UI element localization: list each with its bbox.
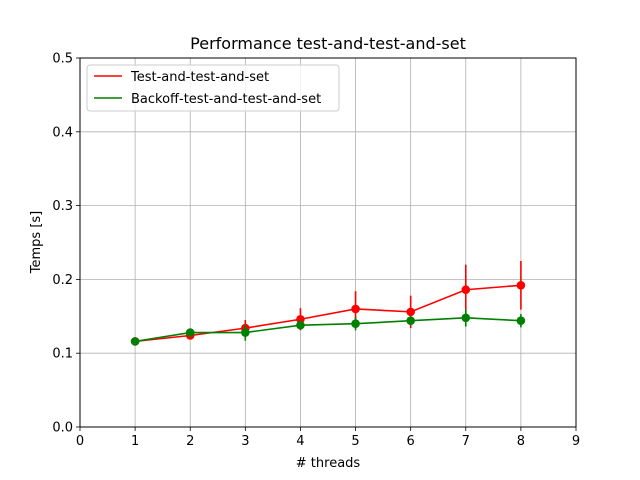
y-tick-label: 0.0 — [52, 421, 73, 436]
y-axis-label: Temps [s] — [29, 211, 44, 274]
x-tick-label: 1 — [131, 434, 139, 449]
data-point-backoff-test-and-test-and-set — [406, 316, 415, 326]
x-tick-label: 2 — [186, 434, 194, 449]
legend-label-backoff-test-and-test-and-set: Backoff-test-and-test-and-set — [131, 92, 321, 107]
data-point-backoff-test-and-test-and-set — [516, 316, 526, 326]
y-tick-label: 0.1 — [52, 347, 73, 362]
x-tick-label: 6 — [407, 434, 415, 449]
x-axis-label: # threads — [296, 456, 361, 471]
data-point-backoff-test-and-test-and-set — [185, 328, 195, 337]
x-tick-label: 3 — [241, 434, 249, 449]
data-point-test-and-test-and-set — [461, 285, 471, 295]
data-point-backoff-test-and-test-and-set — [130, 337, 140, 346]
series-line-test-and-test-and-set — [135, 284, 521, 343]
x-tick-label: 7 — [462, 434, 470, 449]
x-tick-label: 0 — [76, 434, 84, 449]
y-tick-label: 0.2 — [52, 273, 73, 288]
ticks: 0 1 2 3 4 5 6 7 8 9 0.0 0.1 0.2 0.3 0.4 0.5 — [52, 52, 580, 450]
series-layer — [130, 260, 526, 346]
chart-title: Performance test-and-test-and-set — [190, 34, 466, 53]
x-tick-label: 4 — [296, 434, 304, 449]
data-point-backoff-test-and-test-and-set — [461, 313, 471, 323]
legend-label-test-and-test-and-set: Test-and-test-and-set — [130, 70, 269, 85]
x-tick-label: 5 — [351, 434, 359, 449]
data-point-test-and-test-and-set — [351, 304, 360, 314]
data-point-test-and-test-and-set — [406, 307, 415, 317]
data-point-backoff-test-and-test-and-set — [296, 320, 305, 330]
plot-frame — [79, 57, 577, 428]
data-point-test-and-test-and-set — [516, 281, 526, 290]
data-point-backoff-test-and-test-and-set — [241, 328, 250, 337]
data-point-backoff-test-and-test-and-set — [351, 319, 360, 328]
y-tick-label: 0.4 — [52, 125, 73, 140]
data-point-test-and-test-and-set — [296, 314, 305, 324]
legend-box — [86, 64, 340, 112]
y-tick-label: 0.5 — [52, 52, 73, 67]
series-backoff-test-and-test-and-set — [130, 308, 526, 346]
y-tick-label: 0.3 — [52, 199, 73, 214]
x-tick-label: 9 — [572, 434, 580, 449]
x-tick-label: 8 — [517, 434, 525, 449]
series-line-backoff-test-and-test-and-set — [134, 316, 521, 343]
legend: Test-and-test-and-set Backoff-test-and-t… — [86, 64, 340, 112]
